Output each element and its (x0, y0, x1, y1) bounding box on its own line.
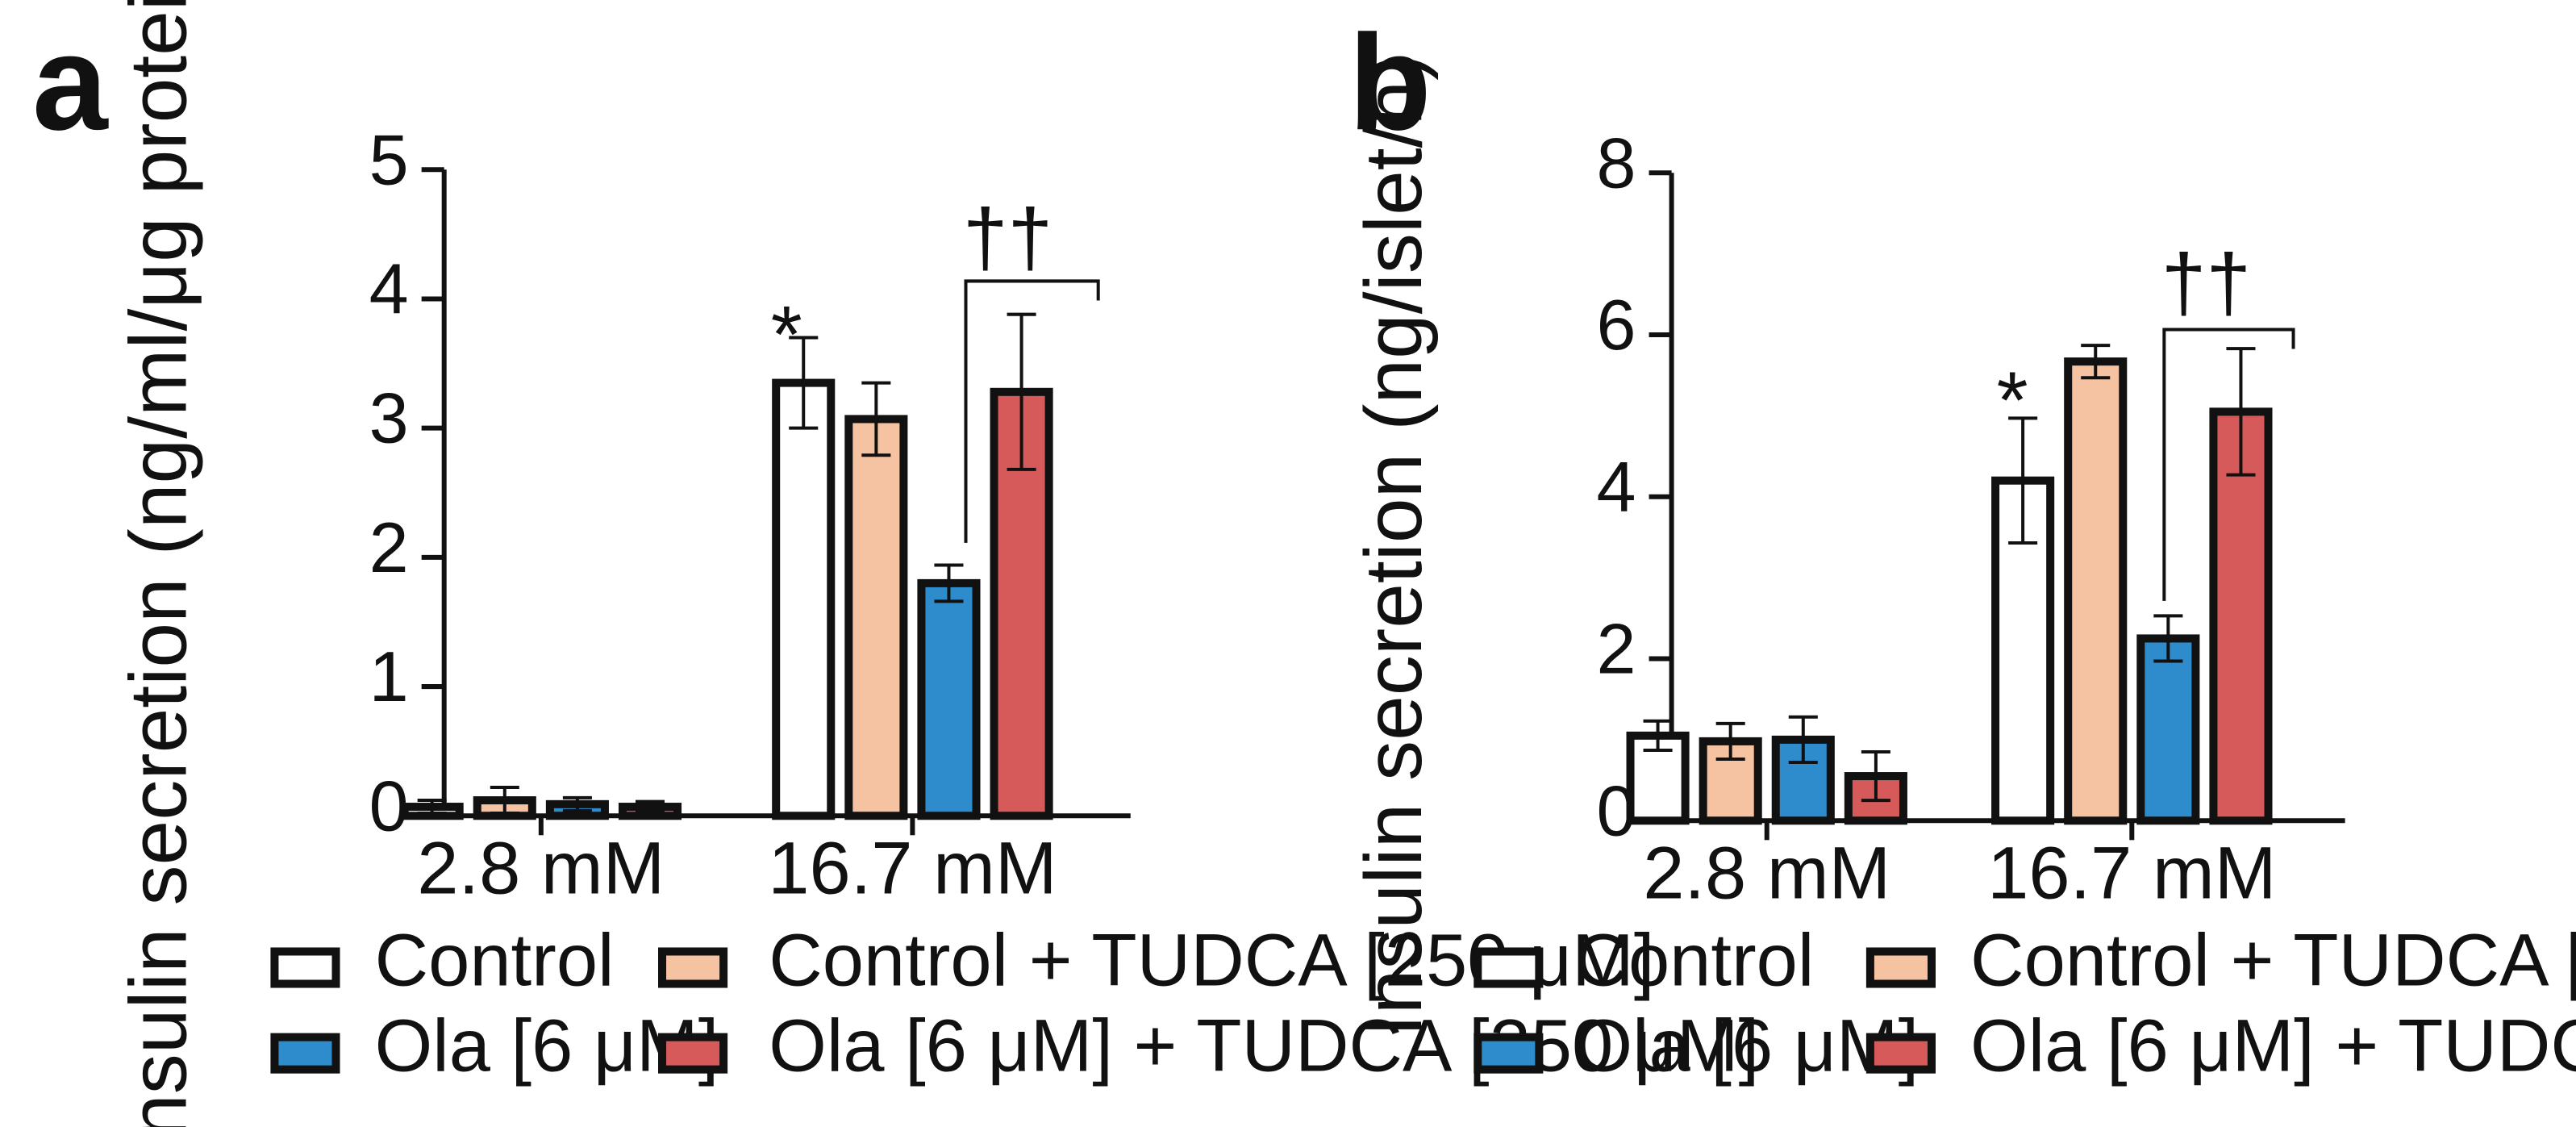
legend-swatch (658, 947, 728, 988)
y-tick-label: 3 (369, 378, 409, 458)
y-tick-label: 6 (1597, 285, 1636, 365)
legend-swatch (1865, 947, 1936, 988)
y-tick-label: 2 (1597, 609, 1636, 689)
bar-ola-6-m (2136, 634, 2200, 825)
y-tick-label: 4 (369, 248, 409, 328)
panel-letter: a (32, 6, 109, 158)
x-category-label: 16.7 mM (768, 826, 1057, 909)
significance-dagger: †† (963, 192, 1052, 282)
legend-swatch (658, 1033, 728, 1074)
x-category-label: 16.7 mM (1987, 831, 2276, 914)
bar-ola-6-m (917, 578, 981, 820)
bar-control-tudca-250-m (2064, 357, 2128, 825)
x-category-label: 2.8 mM (1643, 831, 1890, 914)
legend-label: Ola [6 μM] + TUDCA [250 μM] (769, 1004, 1759, 1087)
bar-control (772, 378, 836, 820)
legend-label: Control + TUDCA [250 μM] (1970, 919, 2576, 1002)
legend-label: Control (375, 919, 615, 1002)
y-axis-title: Insulin secretion (ng/ml/μg protein) (113, 0, 203, 1127)
significance-bracket (964, 279, 1100, 543)
legend-label: Ola [6 μM] + TUDCA [250 μM] (1970, 1004, 2576, 1087)
y-tick-label: 8 (1597, 123, 1636, 202)
x-category-label: 2.8 mM (417, 826, 665, 909)
legend-swatch (1473, 947, 1544, 988)
y-tick-label: 1 (369, 637, 409, 716)
bar-control-tudca-250-m (844, 415, 908, 820)
significance-dagger: †† (2161, 237, 2251, 328)
legend-swatch (1473, 1033, 1544, 1074)
significance-star: * (771, 290, 802, 380)
figure-root: a Insulin secretion (ng/ml/μg protein) 012… (32, 0, 2576, 1127)
panel-letter: b (1348, 6, 1432, 158)
y-tick-label: 2 (369, 507, 409, 587)
significance-star: * (1997, 355, 2028, 445)
legend-label: Ola [6 μM] (1574, 1004, 1919, 1087)
legend-swatch (270, 947, 340, 988)
y-tick-label: 4 (1597, 447, 1636, 527)
legend-swatch (270, 1033, 340, 1074)
y-tick-label: 5 (369, 119, 409, 199)
significance-bracket (2162, 328, 2295, 601)
legend-swatch (1865, 1033, 1936, 1074)
y-axis-title: Insulin secretion (ng/islet/h) (1348, 54, 1439, 1037)
panel-a: a Insulin secretion (ng/ml/μg protein) 012… (32, 0, 1759, 1127)
legend-label: Control (1574, 919, 1814, 1002)
